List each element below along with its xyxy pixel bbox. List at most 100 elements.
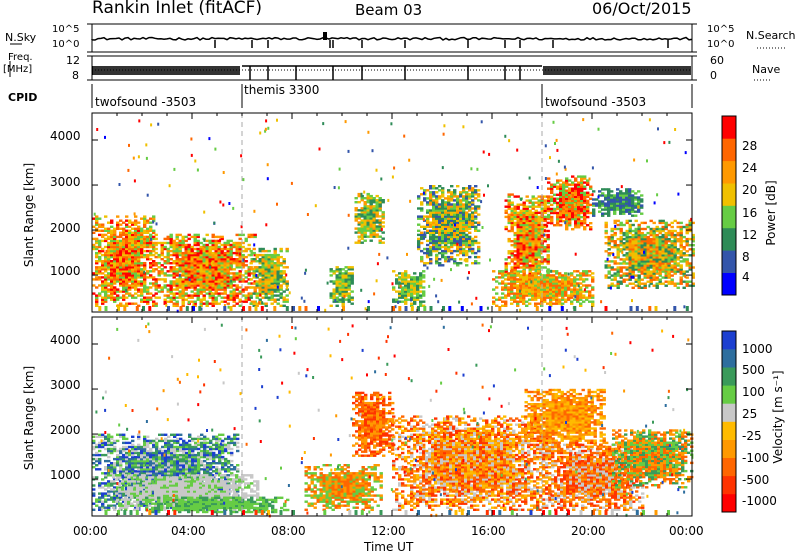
power-cell [101, 249, 105, 253]
power-cell [549, 274, 553, 277]
power-cell [519, 266, 523, 269]
nave-label: Nave [752, 63, 781, 76]
power-cell [149, 243, 153, 247]
power-cell [585, 270, 589, 273]
power-cell [375, 194, 379, 198]
power-cell [166, 296, 170, 299]
power-cell [381, 237, 385, 240]
power-cell [664, 280, 668, 283]
power-cell [128, 221, 132, 224]
power-cell [344, 298, 348, 301]
power-cell [543, 288, 547, 291]
power-cell [574, 183, 578, 186]
power-cell [279, 288, 283, 291]
power-cell [441, 249, 445, 253]
power-cell [447, 195, 451, 198]
power-cell [429, 233, 433, 237]
power-cell [441, 203, 445, 206]
power-cell [211, 272, 215, 275]
power-cell [586, 183, 590, 186]
power-cell [122, 288, 126, 291]
power-cell [202, 294, 206, 297]
power-cell [258, 280, 262, 283]
power-cell [501, 292, 505, 295]
power-cell [429, 211, 433, 214]
power-cell [673, 240, 677, 243]
power-cell [598, 202, 602, 205]
power-cell [528, 248, 532, 251]
power-cell [160, 288, 164, 291]
power-cell [616, 266, 620, 269]
power-cell [537, 215, 541, 219]
power-cell [583, 191, 587, 194]
power-cell [169, 288, 173, 291]
power-cell [329, 304, 333, 307]
power-cell [143, 245, 147, 249]
power-cell [181, 278, 185, 281]
power-cell [426, 211, 430, 214]
power-cell [465, 264, 469, 267]
power-cell [172, 280, 176, 283]
power-cell [128, 219, 132, 222]
power-cell [492, 300, 496, 303]
power-cell [537, 260, 541, 263]
power-cell [113, 278, 117, 281]
power-cell [525, 288, 529, 291]
power-cell [152, 282, 156, 285]
power-cell [107, 249, 111, 253]
power-cell [270, 288, 274, 291]
power-cell [573, 270, 577, 273]
power-cell [435, 203, 439, 206]
power-cell [181, 294, 185, 297]
power-cell [613, 219, 617, 223]
power-cell [169, 258, 173, 261]
power-cell [217, 288, 221, 291]
power-cell [610, 266, 614, 269]
power-cell [438, 241, 442, 245]
power-cell [217, 280, 221, 283]
power-cell [579, 296, 583, 299]
power-cell [564, 298, 568, 301]
power-cell [658, 231, 662, 235]
power-cell [562, 183, 566, 186]
power-cell [652, 221, 656, 225]
power-cell [235, 233, 239, 237]
power-cell [634, 202, 638, 205]
power-cell [104, 270, 108, 273]
power-cell [95, 255, 99, 259]
power-cell [543, 248, 547, 251]
power-cell [107, 296, 111, 299]
power-cell [282, 290, 286, 293]
power-cell [122, 229, 126, 232]
power-cell [417, 233, 421, 237]
xtick-2000: 20:00 [571, 524, 606, 538]
power-cell [429, 225, 433, 228]
power-cell [679, 270, 683, 273]
nsky-tick-top: 10^5 [52, 24, 80, 35]
power-cell [172, 268, 176, 271]
power-cell [571, 191, 575, 194]
power-cell [676, 282, 680, 285]
power-cell [652, 248, 656, 251]
power-cell [110, 243, 114, 247]
power-cell [95, 217, 99, 220]
power-cell [516, 215, 520, 219]
power-cell [279, 255, 283, 259]
power-cell [143, 276, 147, 279]
power-cell [152, 215, 156, 218]
power-cell [643, 248, 647, 251]
power-cell [435, 211, 439, 214]
power-cell [199, 272, 203, 275]
power-cell [465, 233, 469, 237]
power-cell [146, 255, 150, 259]
power-cell [550, 183, 554, 186]
power-cell [477, 195, 481, 198]
power-cell [122, 276, 126, 279]
power-cell [634, 278, 638, 281]
power-cell [450, 185, 454, 188]
power-cell [498, 296, 502, 299]
power-cell [101, 247, 105, 251]
power-cell [661, 262, 665, 265]
power-cell [522, 248, 526, 251]
power-cell [667, 237, 671, 241]
